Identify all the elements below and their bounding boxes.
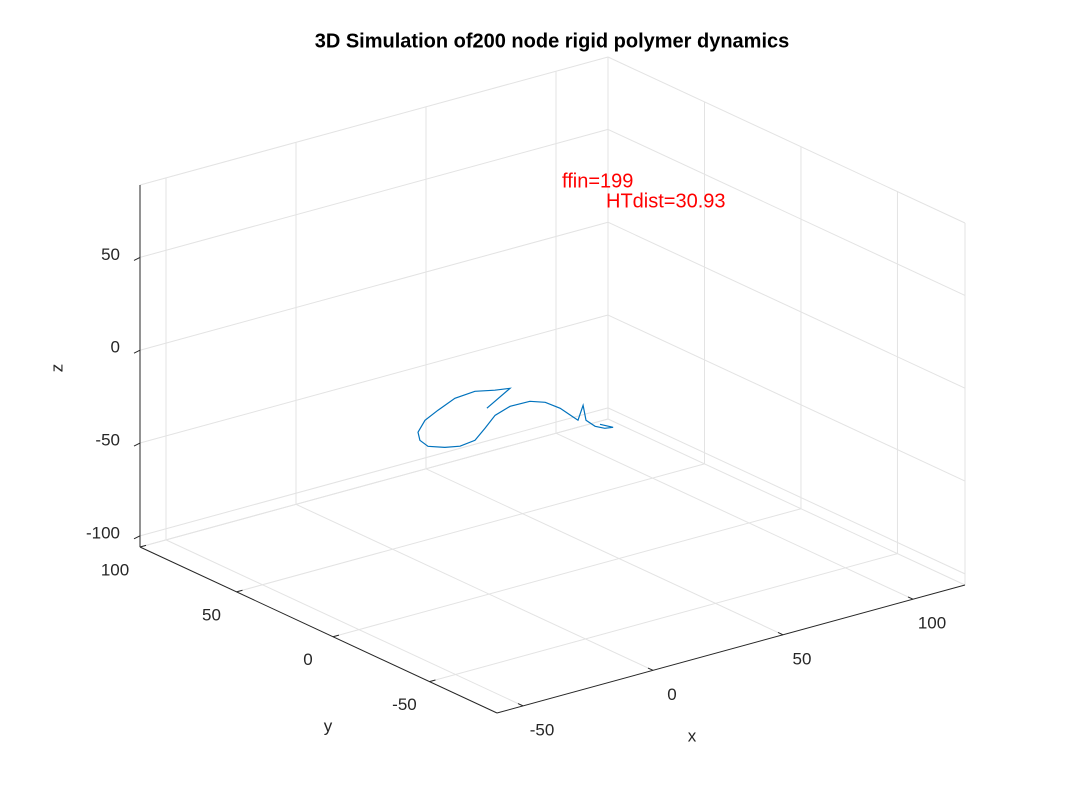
- grid-line: [607, 128, 966, 296]
- y-tick-label: -50: [392, 695, 417, 714]
- x-tick-label: 50: [793, 649, 812, 668]
- tick-mark: [133, 349, 141, 354]
- tick-mark: [133, 256, 141, 261]
- grid-line: [555, 432, 914, 600]
- polymer-line: [417, 387, 614, 449]
- tick-mark: [236, 589, 243, 593]
- y-axis-label: y: [324, 716, 333, 735]
- grid-line: [165, 539, 524, 707]
- annotation: HTdist=30.93: [606, 190, 726, 212]
- x-tick-label: -50: [530, 720, 555, 739]
- tick-mark: [332, 634, 340, 638]
- grid-line: [139, 128, 609, 258]
- z-tick-label: -50: [95, 431, 120, 450]
- y-axis: [139, 546, 498, 714]
- grid-line: [607, 314, 966, 482]
- x-axis-label: x: [688, 726, 697, 745]
- grid-line: [236, 463, 705, 593]
- annotation: ffin=199: [562, 170, 633, 192]
- grid-line: [295, 503, 654, 671]
- tick-mark: [429, 679, 436, 683]
- x-tick-label: 100: [918, 614, 946, 633]
- box-edge: [607, 56, 966, 224]
- box-edge: [139, 56, 609, 186]
- tick-mark: [907, 596, 914, 600]
- grid-line: [429, 553, 898, 683]
- z-axis-label: z: [47, 364, 66, 373]
- tick-mark: [133, 442, 141, 447]
- x-tick-label: 0: [667, 685, 676, 704]
- grid-line: [425, 468, 784, 636]
- grid-line: [139, 418, 609, 548]
- tick-mark: [139, 544, 147, 548]
- grid-line: [139, 221, 609, 351]
- y-tick-label: 50: [202, 605, 221, 624]
- grid-line: [607, 221, 966, 389]
- x-axis: [496, 584, 966, 714]
- box-edge: [607, 418, 966, 586]
- chart-title: 3D Simulation of200 node rigid polymer d…: [315, 30, 790, 52]
- z-tick-label: 50: [101, 245, 120, 264]
- y-tick-label: 100: [101, 560, 129, 579]
- grid-line: [139, 407, 609, 537]
- z-tick-label: -100: [86, 523, 120, 542]
- grid-line: [607, 407, 966, 575]
- tick-mark: [133, 535, 141, 540]
- tick-mark: [647, 667, 654, 671]
- tick-mark: [777, 632, 784, 636]
- grid-line: [332, 508, 802, 638]
- y-tick-label: 0: [303, 650, 312, 669]
- z-tick-label: 0: [111, 338, 120, 357]
- grid-line: [139, 314, 609, 444]
- tick-mark: [517, 703, 524, 707]
